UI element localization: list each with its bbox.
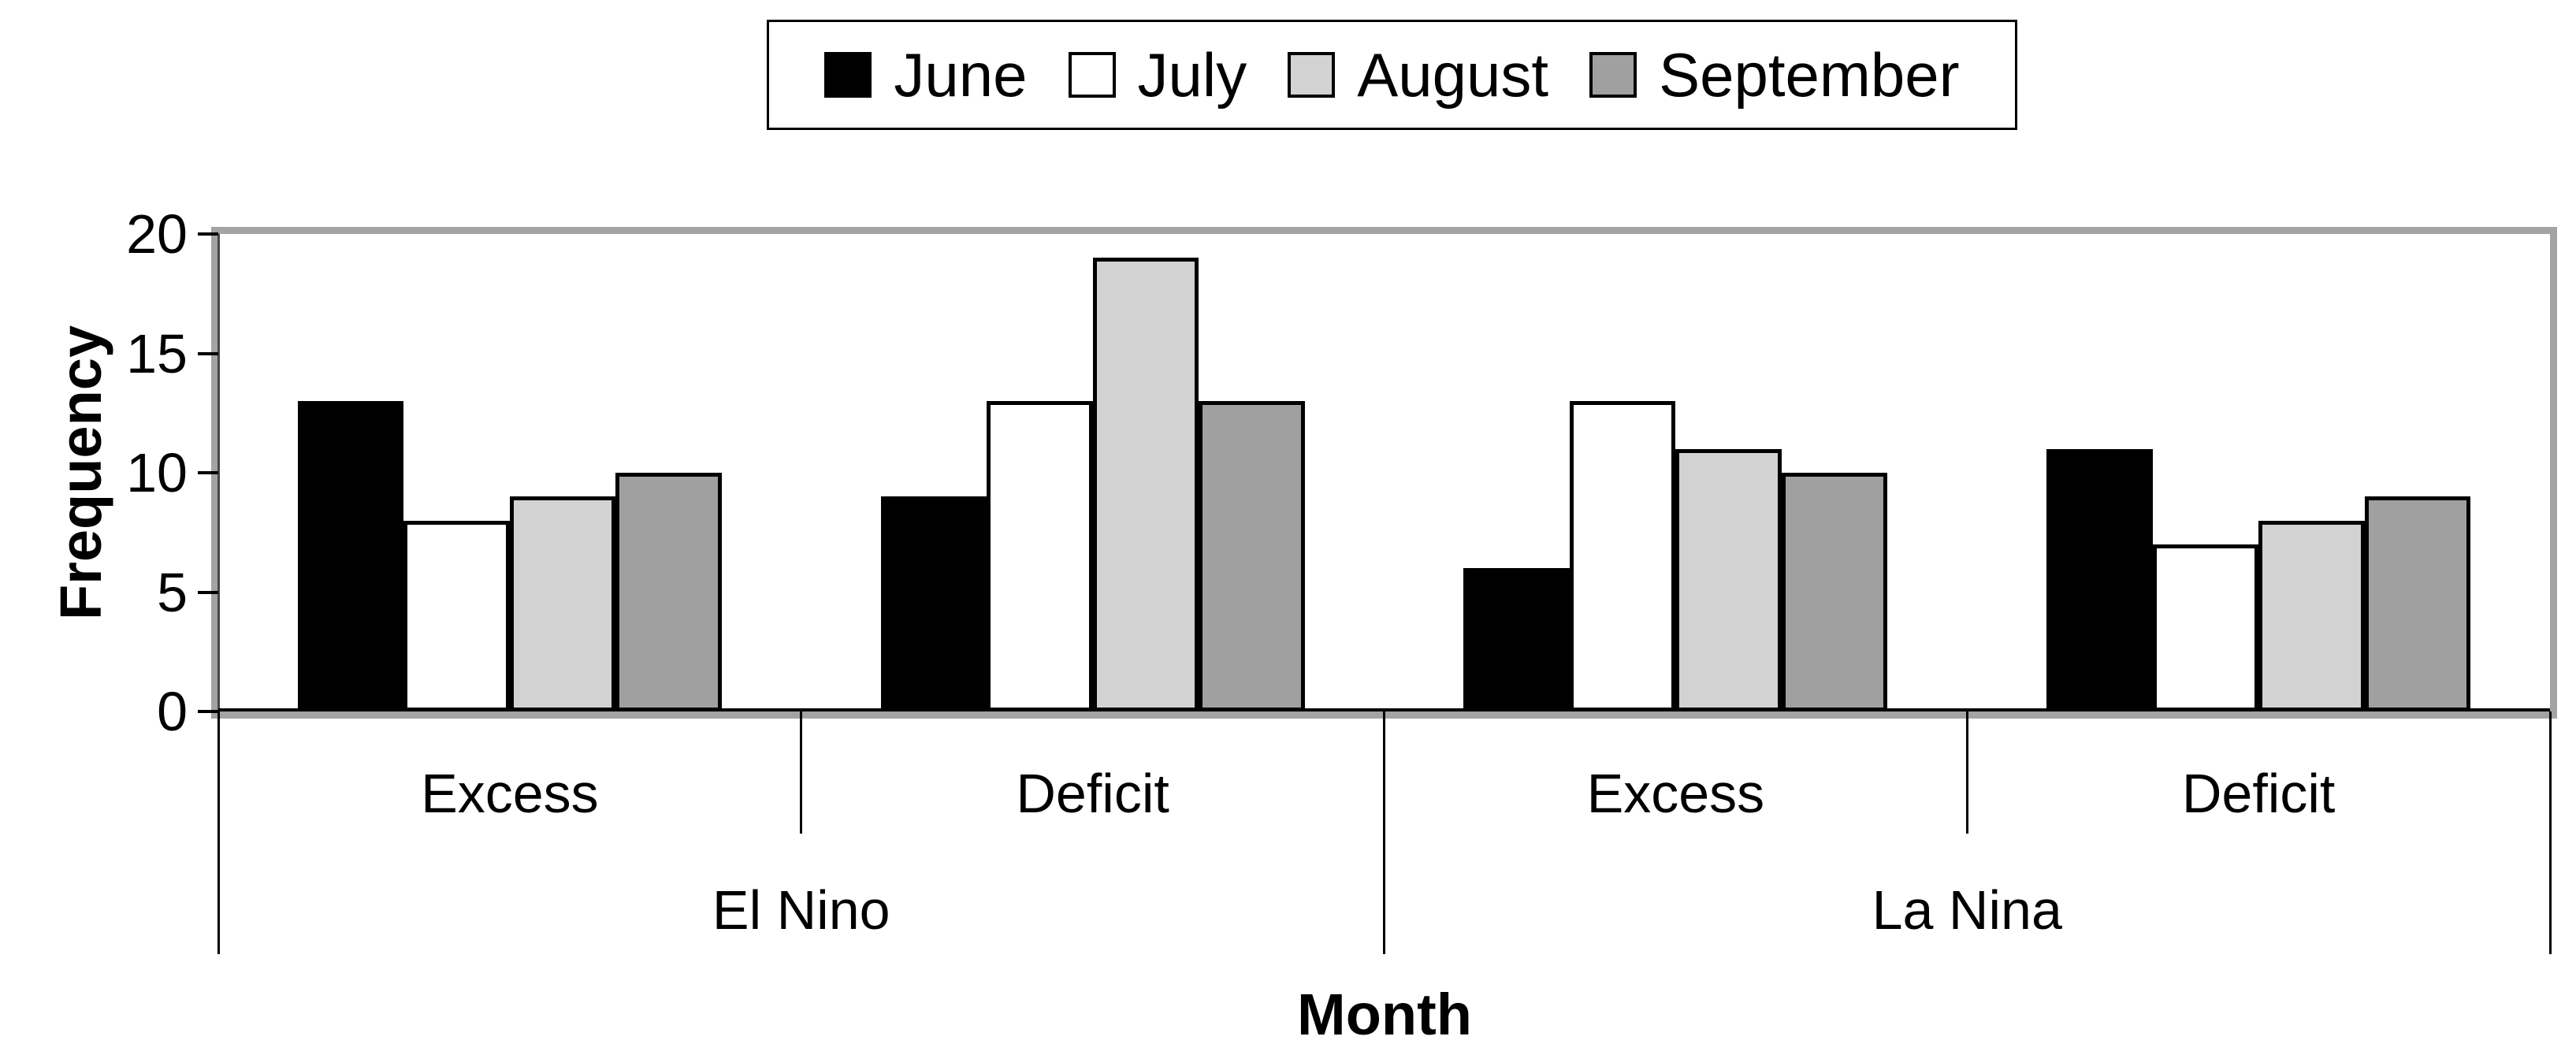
- legend-swatch-august: [1288, 52, 1336, 98]
- legend-label: July: [1137, 40, 1247, 110]
- x-axis-line: [218, 708, 2550, 711]
- bar-september-group3: [2364, 496, 2471, 711]
- bar-september-group2: [1781, 473, 1888, 711]
- legend-item-september: September: [1589, 44, 1960, 106]
- y-tick-20: [198, 232, 218, 236]
- bar-september-group0: [615, 473, 722, 711]
- legend: June July August September: [767, 20, 2017, 130]
- legend-label: August: [1357, 40, 1549, 110]
- category-label-deficit-3: Deficit: [2181, 763, 2336, 824]
- y-tick-15: [198, 351, 218, 355]
- y-tick-label-10: 10: [126, 442, 188, 503]
- y-tick-10: [198, 471, 218, 474]
- legend-label: September: [1659, 40, 1960, 110]
- legend-item-august: August: [1288, 44, 1548, 106]
- y-tick-5: [198, 590, 218, 594]
- y-tick-label-15: 15: [126, 322, 188, 384]
- bar-august-group0: [509, 496, 616, 711]
- axis-separator-excess-deficit-2: [1965, 711, 1968, 834]
- y-tick-label-0: 0: [157, 681, 188, 742]
- bar-july-group2: [1569, 401, 1676, 711]
- bar-august-group1: [1092, 258, 1199, 711]
- bar-august-group2: [1675, 448, 1782, 711]
- bar-june-group1: [880, 496, 987, 711]
- bar-september-group1: [1199, 401, 1305, 711]
- bar-july-group1: [987, 401, 1093, 711]
- category-label-excess-2: Excess: [1586, 763, 1765, 824]
- legend-item-june: June: [824, 40, 1028, 110]
- bar-june-group0: [297, 401, 404, 711]
- y-tick-label-5: 5: [157, 561, 188, 623]
- group-label-el-nino: El Nino: [712, 879, 890, 941]
- x-axis-title: Month: [1297, 982, 1472, 1047]
- y-axis-line: [217, 234, 220, 711]
- y-tick-0: [198, 710, 218, 713]
- legend-item-july: July: [1068, 40, 1247, 110]
- bar-june-group3: [2046, 448, 2153, 711]
- axis-separator-excess-deficit-1: [800, 711, 803, 834]
- y-axis-title: Frequency: [48, 325, 113, 621]
- legend-swatch-june: [824, 52, 872, 98]
- axis-boundary-left: [217, 711, 220, 954]
- legend-swatch-september: [1589, 52, 1637, 98]
- legend-label: June: [894, 40, 1028, 110]
- group-label-la-nina: La Nina: [1872, 879, 2062, 941]
- bar-july-group0: [403, 520, 510, 711]
- category-label-excess-0: Excess: [421, 763, 599, 824]
- axis-separator-elnino-lanina: [1383, 711, 1385, 954]
- bar-july-group3: [2152, 544, 2259, 711]
- legend-swatch-july: [1068, 52, 1116, 98]
- bar-august-group3: [2258, 520, 2365, 711]
- axis-boundary-right: [2548, 711, 2552, 954]
- category-label-deficit-1: Deficit: [1016, 763, 1169, 824]
- bar-june-group2: [1463, 568, 1570, 711]
- y-tick-label-20: 20: [126, 203, 188, 265]
